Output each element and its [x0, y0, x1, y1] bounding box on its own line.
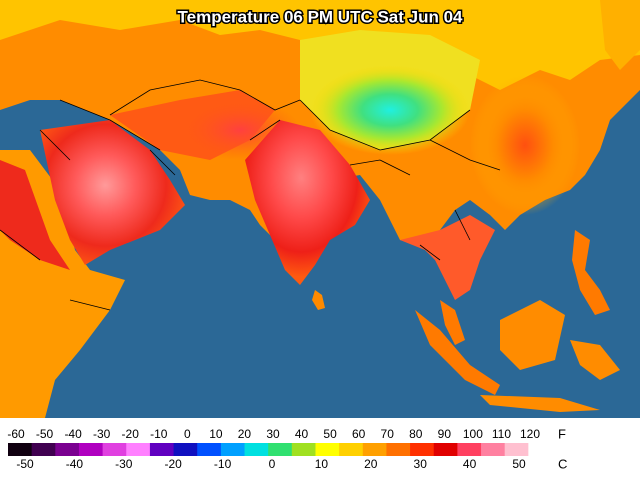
color-swatch: [55, 443, 80, 456]
color-swatch: [457, 443, 482, 456]
celsius-unit: C: [558, 456, 567, 471]
land-philippines: [572, 230, 610, 315]
fahrenheit-label: 100: [463, 427, 483, 441]
color-swatch: [339, 443, 364, 456]
celsius-label: 10: [315, 457, 329, 471]
celsius-label: 50: [512, 457, 526, 471]
color-swatch: [102, 443, 127, 456]
celsius-label: 40: [463, 457, 477, 471]
color-swatch: [433, 443, 458, 456]
color-legend: -60 -50 -40 -30 -20 -10 0 10 20 30 40 50 60 70 80 90 100…: [7, 426, 567, 471]
celsius-label: 30: [414, 457, 428, 471]
hot-africa: [0, 160, 70, 270]
fahrenheit-label: -50: [36, 427, 54, 441]
map-title: Temperature 06 PM UTC Sat Jun 04: [178, 7, 464, 26]
celsius-label: -50: [16, 457, 34, 471]
celsius-label: -10: [214, 457, 232, 471]
land-srilanka: [312, 290, 325, 310]
fahrenheit-label: 60: [352, 427, 366, 441]
cold-plateau: [310, 65, 470, 155]
color-swatch: [315, 443, 340, 456]
celsius-label: -40: [66, 457, 84, 471]
fahrenheit-label: 70: [381, 427, 395, 441]
fahrenheit-label: -60: [7, 427, 25, 441]
color-swatch: [78, 443, 104, 456]
fahrenheit-label: -10: [150, 427, 168, 441]
fahrenheit-label: 30: [266, 427, 280, 441]
fahrenheit-label: -30: [93, 427, 111, 441]
celsius-label: -30: [115, 457, 133, 471]
color-swatch: [149, 443, 175, 456]
borders: [0, 79, 501, 311]
color-swatch: [126, 443, 151, 456]
fahrenheit-label: -20: [122, 427, 140, 441]
map-body: [0, 0, 640, 418]
color-swatch: [244, 443, 269, 456]
land-borneo: [500, 300, 565, 370]
fahrenheit-label: 80: [409, 427, 423, 441]
color-swatch: [197, 443, 222, 456]
color-swatch: [8, 443, 33, 456]
fahrenheit-label: 50: [323, 427, 337, 441]
color-swatch: [504, 443, 529, 456]
color-swatch: [173, 443, 198, 456]
warm-china: [470, 75, 580, 215]
land-arabia: [40, 120, 185, 265]
color-swatch: [220, 443, 246, 456]
land-indochina: [400, 215, 495, 300]
color-swatch: [528, 443, 553, 456]
fahrenheit-label: 120: [520, 427, 540, 441]
fahrenheit-label: 20: [238, 427, 252, 441]
color-swatch: [291, 443, 316, 456]
color-swatch: [362, 443, 387, 456]
color-swatch: [386, 443, 411, 456]
fahrenheit-unit: F: [558, 426, 566, 441]
celsius-label: -20: [165, 457, 183, 471]
land-sulawesi: [570, 340, 620, 380]
fahrenheit-label: 90: [438, 427, 452, 441]
color-swatch: [410, 443, 435, 456]
fahrenheit-label: 40: [295, 427, 309, 441]
color-swatch: [268, 443, 293, 456]
land-india: [245, 120, 370, 285]
color-swatch: [481, 443, 506, 456]
fahrenheit-label: -40: [64, 427, 82, 441]
color-swatch: [31, 443, 56, 456]
land-java: [480, 395, 600, 412]
fahrenheit-label: 110: [492, 427, 511, 441]
land-malaya: [440, 300, 465, 345]
land-korea: [600, 0, 640, 70]
celsius-label: 20: [364, 457, 378, 471]
fahrenheit-label: 0: [184, 427, 191, 441]
celsius-label: 0: [269, 457, 276, 471]
land-sumatra: [415, 310, 500, 395]
fahrenheit-label: 10: [209, 427, 223, 441]
